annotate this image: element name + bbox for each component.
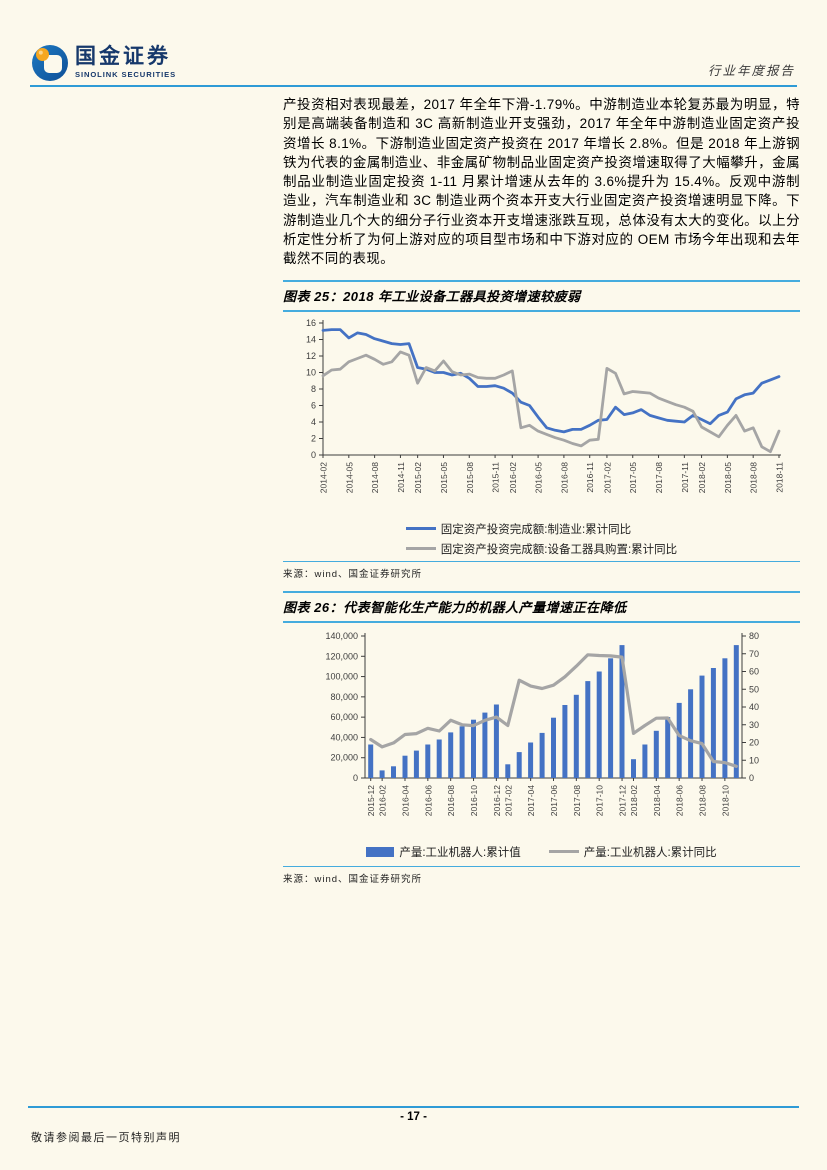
svg-text:2016-08: 2016-08 [559,461,569,492]
svg-text:2016-06: 2016-06 [423,784,433,815]
chart-25-canvas: 0 2 4 6 8 10 12 14 16 2014-02 2014-05 2014-08 2014-1… [306,318,785,493]
svg-text:0: 0 [749,773,754,783]
sinolink-logo-icon [32,45,68,81]
page-number: - 17 - [400,1111,427,1123]
figure-25-legend: 固定资产投资完成额:制造业:累计同比 固定资产投资完成额:设备工器具购置:累计同… [405,521,678,557]
svg-text:2017-05: 2017-05 [628,461,638,492]
svg-text:2016-08: 2016-08 [446,784,456,815]
svg-text:2017-08: 2017-08 [572,784,582,815]
figure-26-source: 来源：wind、国金证券研究所 [283,865,800,889]
svg-text:2014-11: 2014-11 [396,461,406,492]
svg-text:60: 60 [749,666,759,676]
svg-text:2015-05: 2015-05 [439,461,449,492]
svg-text:12: 12 [306,351,316,361]
svg-text:10: 10 [749,755,759,765]
svg-text:2016-10: 2016-10 [469,784,479,815]
svg-text:2017-11: 2017-11 [680,461,690,492]
svg-text:0: 0 [311,450,316,460]
chart-26-canvas: 0 20,000 40,000 60,000 80,000 100,000 120,000 1… [325,631,759,816]
svg-text:2017-10: 2017-10 [595,784,605,815]
legend-item-manufacturing: 固定资产投资完成额:制造业:累计同比 [405,521,677,537]
svg-text:2017-02: 2017-02 [602,461,612,492]
legend-item-robot-yoy: 产量:工业机器人:累计同比 [548,844,717,860]
svg-text:2018-08: 2018-08 [698,784,708,815]
svg-text:2016-11: 2016-11 [585,461,595,492]
header-divider [30,85,797,87]
figure-25: 图表 25：2018 年工业设备工器具投资增速较疲弱 0 2 4 6 8 10 12 14 16… [283,279,800,584]
svg-text:2018-10: 2018-10 [720,784,730,815]
svg-text:2014-02: 2014-02 [319,461,329,492]
svg-text:2: 2 [311,433,316,443]
svg-text:6: 6 [311,400,316,410]
figure-26: 图表 26：代表智能化生产能力的机器人产量增速正在降低 0 20,000 40,00… [283,590,800,889]
svg-text:100,000: 100,000 [325,671,358,681]
legend-label-equipment: 固定资产投资完成额:设备工器具购置:累计同比 [440,543,678,556]
svg-text:140,000: 140,000 [325,631,358,641]
svg-text:2018-11: 2018-11 [775,461,785,492]
svg-text:20: 20 [749,737,759,747]
svg-text:2016-02: 2016-02 [508,461,518,492]
svg-text:40: 40 [749,702,759,712]
legend-item-equipment: 固定资产投资完成额:设备工器具购置:累计同比 [405,541,678,557]
svg-text:2017-06: 2017-06 [549,784,559,815]
figure-26-title: 图表 26：代表智能化生产能力的机器人产量增速正在降低 [283,590,800,623]
svg-text:2018-05: 2018-05 [723,461,733,492]
legend-label-manufacturing: 固定资产投资完成额:制造业:累计同比 [440,523,632,536]
svg-text:0: 0 [353,773,358,783]
footer-divider [28,1106,799,1108]
legend-label-robot-output: 产量:工业机器人:累计值 [399,846,521,859]
svg-text:120,000: 120,000 [325,651,358,661]
svg-text:70: 70 [749,648,759,658]
svg-text:50: 50 [749,684,759,694]
legend-line-swatch-blue [405,527,436,531]
svg-text:20,000: 20,000 [330,752,358,762]
svg-text:2015-11: 2015-11 [491,461,501,492]
figure-25-title: 图表 25：2018 年工业设备工器具投资增速较疲弱 [283,279,800,312]
svg-text:2015-12: 2015-12 [366,784,376,815]
content-column: 产投资相对表现最差，2017 年全年下滑-1.79%。中游制造业本轮复苏最为明显… [283,95,800,889]
svg-text:16: 16 [306,318,316,328]
svg-text:2015-08: 2015-08 [465,461,475,492]
legend-line-swatch-gray [548,850,579,854]
svg-text:2017-04: 2017-04 [526,784,536,815]
legend-line-swatch-gray [405,547,436,551]
svg-text:2016-12: 2016-12 [492,784,502,815]
svg-text:2015-02: 2015-02 [413,461,423,492]
svg-text:2018-06: 2018-06 [675,784,685,815]
legend-item-robot-output: 产量:工业机器人:累计值 [366,844,521,860]
footer-disclaimer: 敬请参阅最后一页特别声明 [31,1132,181,1144]
sinolink-logo: 国金证券 SINOLINK SECURITIES [31,44,176,82]
svg-text:80,000: 80,000 [330,692,358,702]
svg-text:2018-04: 2018-04 [652,784,662,815]
svg-text:2018-02: 2018-02 [629,784,639,815]
svg-text:60,000: 60,000 [330,712,358,722]
brand-name-en: SINOLINK SECURITIES [75,70,177,79]
svg-text:14: 14 [306,334,316,344]
svg-text:2018-08: 2018-08 [749,461,759,492]
svg-text:8: 8 [311,384,316,394]
legend-label-robot-yoy: 产量:工业机器人:累计同比 [583,846,717,859]
svg-text:4: 4 [311,417,316,427]
svg-text:2016-04: 2016-04 [400,784,410,815]
svg-text:10: 10 [306,367,316,377]
legend-bar-swatch-blue [366,846,395,857]
brand-name-cn: 国金证券 [75,45,171,68]
svg-text:2014-08: 2014-08 [370,461,380,492]
svg-text:2017-12: 2017-12 [618,784,628,815]
svg-text:80: 80 [749,631,759,641]
report-type-label: 行业年度报告 [707,64,795,78]
svg-text:2017-02: 2017-02 [503,784,513,815]
body-paragraph: 产投资相对表现最差，2017 年全年下滑-1.79%。中游制造业本轮复苏最为明显… [283,97,800,267]
svg-text:2018-02: 2018-02 [697,461,707,492]
figure-26-legend: 产量:工业机器人:累计值 产量:工业机器人:累计同比 [283,844,800,860]
svg-text:2016-05: 2016-05 [534,461,544,492]
svg-text:2017-08: 2017-08 [654,461,664,492]
svg-text:2016-02: 2016-02 [378,784,388,815]
svg-text:2014-05: 2014-05 [344,461,354,492]
figure-25-source: 来源：wind、国金证券研究所 [283,560,800,584]
svg-text:30: 30 [749,719,759,729]
svg-text:40,000: 40,000 [330,732,358,742]
